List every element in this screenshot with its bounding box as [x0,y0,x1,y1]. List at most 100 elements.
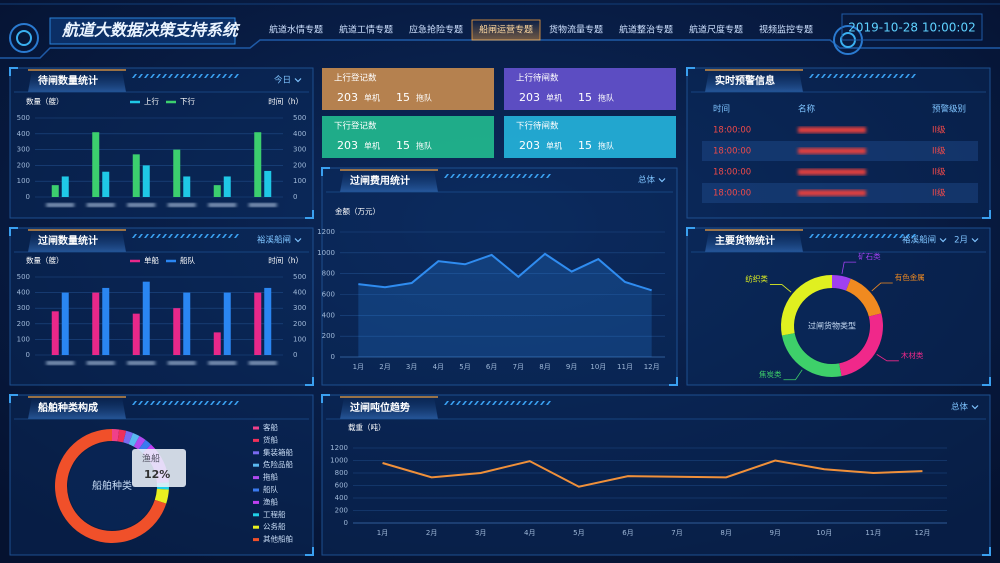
nav-tab[interactable]: 船闸运营专题 [479,24,533,36]
title-stripe [210,234,215,238]
panel-title: 待闸数量统计 [38,74,98,87]
title-stripe [456,174,461,178]
legend-swatch [253,525,259,529]
blurred-category [208,361,237,365]
dropdown-arrow [971,405,979,410]
dropdown[interactable]: 裕溪船闸 [902,235,936,246]
dropdown-arrow [939,238,947,243]
bar [142,281,150,355]
bar [223,292,231,355]
donut-inner [795,289,869,363]
title-stripe [899,234,904,238]
legend-label: 客船 [263,422,278,432]
title-stripe [186,401,191,405]
dropdown[interactable]: 裕溪船闸 [257,235,291,246]
card-title: 下行待闸数 [516,121,559,132]
blurred-category [127,361,156,365]
dropdown[interactable]: 今日 [274,75,291,86]
card-unit: 单机 [546,141,562,151]
title-stripe [486,174,491,178]
title-stripe [138,234,143,238]
donut-slice [832,275,851,291]
panel-title: 实时预警信息 [715,74,775,87]
title-stripe [881,74,886,78]
nav-tab[interactable]: 货物流量专题 [549,24,603,36]
title-stripe [180,401,185,405]
y-tick-label: 300 [17,146,30,154]
blurred-category [208,203,237,207]
x-tick-label: 12月 [914,529,930,537]
panel-title: 过闸吨位趋势 [350,401,410,414]
title-stripe [450,401,455,405]
legend-label: 单船 [144,255,159,265]
title-stripe [815,234,820,238]
title-stripe [210,74,215,78]
y-tick-label: 100 [17,335,30,343]
dropdown[interactable]: 总体 [638,175,656,186]
title-stripe [498,174,503,178]
donut-slice [112,429,120,442]
nav-tab[interactable]: 航道整治专题 [619,24,673,36]
legend-label: 其他船舶 [263,534,293,544]
bar [51,311,59,355]
dropdown[interactable]: 2月 [954,236,968,246]
card-count: 203 [337,139,358,152]
nav-tab[interactable]: 航道工情专题 [339,24,393,36]
title-stripe [510,174,515,178]
y-tick-label: 500 [17,273,30,281]
y-axis-label: 数量（艘） [26,255,64,265]
title-stripe [821,74,826,78]
title-stripe [216,74,221,78]
title-stripe [887,74,892,78]
x-tick-label: 4月 [433,363,444,371]
title-stripe [510,401,515,405]
title-stripe [845,74,850,78]
active-tab-bg [471,19,541,41]
blurred-category [167,203,196,207]
nav-tab[interactable]: 航道尺度专题 [689,24,743,36]
datetime-box [841,13,983,41]
donut-slice [780,275,832,336]
title-tab [705,70,803,92]
y-tick-label: 1200 [330,444,348,452]
slice-label: 木材类 [901,350,924,360]
blurred-name [798,169,866,175]
title-stripe [162,74,167,78]
legend-label: 上行 [144,96,159,106]
x-tick-label: 4月 [524,529,535,537]
card-title: 上行待闸数 [516,73,559,84]
title-stripe [863,234,868,238]
title-tab [705,230,803,252]
bar [173,149,181,197]
dropdown[interactable]: 总体 [951,402,969,413]
y-axis-label: 数量（艘） [26,96,64,106]
x-tick-label: 5月 [573,529,584,537]
x-tick-label: 9月 [769,529,780,537]
app-title: 航道大数据决策支持系统 [61,21,241,40]
nav-tab[interactable]: 视频监控专题 [759,24,813,36]
y-tick-label: 400 [293,130,306,138]
nav-tab[interactable]: 应急抢险专题 [409,24,463,36]
summary-card [322,68,494,110]
title-stripe [222,74,227,78]
center-label: 过闸货物类型 [808,321,856,331]
card-unit: 单机 [546,93,562,103]
blurred-category [248,203,277,207]
title-stripe [174,401,179,405]
panel [9,67,314,219]
legend-label: 渔船 [263,496,278,506]
title-stripe [875,74,880,78]
y2-axis-label: 时间（h） [268,255,303,265]
title-stripe [444,174,449,178]
y-tick-label: 800 [322,270,335,278]
title-stripe [168,401,173,405]
y-tick-label: 0 [293,193,297,201]
y-tick-label: 0 [26,351,30,359]
x-tick-label: 11月 [865,529,881,537]
title-stripe [893,234,898,238]
legend-label: 公务船 [263,521,286,531]
title-stripe [540,174,545,178]
line [382,459,923,488]
nav-tab[interactable]: 航道水情专题 [269,24,323,36]
bar [183,176,191,197]
